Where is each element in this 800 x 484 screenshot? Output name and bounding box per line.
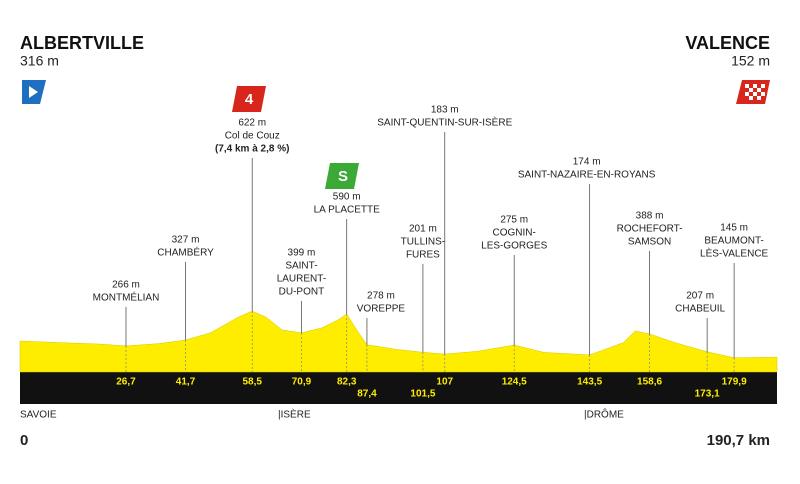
waypoint-name: FURES	[406, 250, 440, 261]
start-altitude: 316 m	[20, 53, 59, 69]
waypoint-name: LÈS-VALENCE	[700, 247, 769, 260]
km-label: 158,6	[637, 377, 662, 388]
waypoint-name: TULLINS-	[401, 237, 445, 248]
waypoint-altitude: 590 m	[333, 192, 361, 203]
start-name: ALBERTVILLE	[20, 33, 144, 53]
waypoint-name: ROCHEFORT-	[617, 224, 683, 235]
kom-badge	[232, 86, 266, 112]
km-label: 143,5	[577, 377, 602, 388]
region-label: |DRÔME	[584, 408, 624, 421]
finish-name: VALENCE	[685, 33, 770, 53]
waypoint-name: Col de Couz	[225, 131, 280, 142]
waypoint-name: VOREPPE	[357, 304, 406, 315]
waypoint-altitude: 275 m	[500, 215, 528, 226]
waypoint-name: SAINT-QUENTIN-SUR-ISÈRE	[377, 116, 512, 129]
waypoint-name: DU-PONT	[279, 287, 325, 298]
km-label: 101,5	[410, 389, 435, 400]
km-label: 26,7	[116, 377, 136, 388]
km-label: 173,1	[695, 389, 720, 400]
waypoint-name: SAMSON	[628, 237, 671, 248]
kom-badge-text: 4	[245, 91, 254, 108]
waypoint-name: SAINT-	[285, 261, 317, 272]
waypoint-name: (7,4 km à 2,8 %)	[215, 144, 289, 155]
waypoint-altitude: 201 m	[409, 224, 437, 235]
km-label: 82,3	[337, 377, 357, 388]
region-label: SAVOIE	[20, 410, 57, 421]
waypoint-altitude: 327 m	[172, 235, 200, 246]
waypoint-name: LA PLACETTE	[314, 205, 380, 216]
elevation-profile	[19, 310, 778, 373]
km-label: 70,9	[292, 377, 312, 388]
km-band	[20, 372, 777, 404]
sprint-badge	[325, 163, 359, 189]
waypoint-altitude: 174 m	[573, 157, 601, 168]
waypoint-name: SAINT-NAZAIRE-EN-ROYANS	[518, 170, 656, 181]
sprint-badge-text: S	[338, 168, 348, 185]
waypoint-name: COGNIN-	[493, 228, 536, 239]
waypoint-altitude: 145 m	[720, 223, 748, 234]
waypoint-name: CHABEUIL	[675, 304, 725, 315]
waypoint-altitude: 278 m	[367, 291, 395, 302]
km-label: 87,4	[357, 389, 377, 400]
waypoint-name: LES-GORGES	[481, 241, 547, 252]
km-label: 58,5	[242, 377, 262, 388]
waypoint-name: LAURENT-	[277, 274, 326, 285]
km-label: 41,7	[176, 377, 196, 388]
waypoint-altitude: 622 m	[238, 118, 266, 129]
waypoint-altitude: 207 m	[686, 291, 714, 302]
waypoint-altitude: 388 m	[636, 211, 664, 222]
waypoint-name: CHAMBÉRY	[157, 246, 214, 259]
waypoint-altitude: 183 m	[431, 105, 459, 116]
region-label: |ISÈRE	[278, 408, 311, 421]
finish-flag	[736, 80, 770, 104]
waypoint-altitude: 266 m	[112, 280, 140, 291]
km-label: 124,5	[502, 377, 527, 388]
waypoint-name: MONTMÉLIAN	[93, 291, 160, 304]
start-km: 0	[20, 432, 28, 449]
km-label: 107	[436, 377, 453, 388]
start-flag-arrow	[29, 86, 38, 98]
km-label: 179,9	[722, 377, 747, 388]
finish-altitude: 152 m	[731, 53, 770, 69]
waypoint-name: BEAUMONT-	[704, 236, 763, 247]
end-km: 190,7 km	[707, 432, 770, 449]
waypoint-altitude: 399 m	[288, 248, 316, 259]
